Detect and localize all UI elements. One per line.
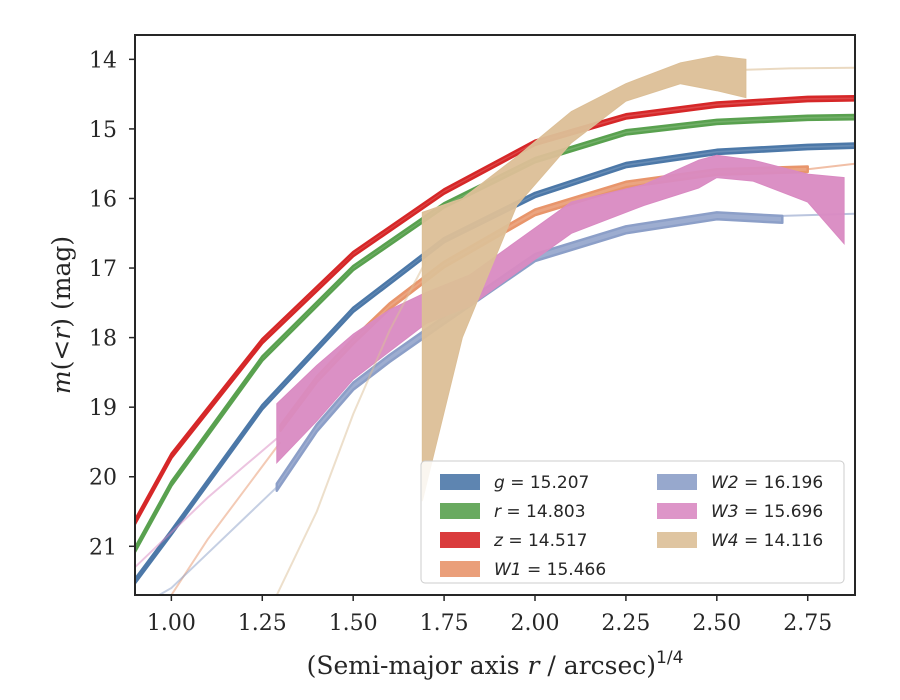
x-axis: 1.00 1.25 1.50 1.75 2.00 2.25 2.50 2.75 (147, 595, 832, 636)
series-6-envelope (421, 55, 747, 502)
series-0 (135, 142, 855, 585)
series-5-faint-line (135, 437, 278, 568)
y-axis-label-lt: < (47, 340, 76, 361)
legend-label-value: = 14.517 (503, 531, 588, 551)
legend-label-6: W4 = 14.116 (711, 531, 823, 551)
series-6 (275, 55, 855, 595)
legend-swatch-6 (657, 532, 697, 548)
x-axis-label-var: r (528, 651, 542, 680)
y-tick-label: 20 (89, 466, 117, 491)
series-1-band (135, 113, 855, 554)
legend-label-value: = 15.696 (739, 502, 824, 522)
legend-label-value: = 14.116 (739, 531, 824, 551)
x-tick-label: 2.50 (692, 611, 741, 636)
x-axis-label-part-c: / arcsec) (539, 651, 656, 680)
series-0-band (135, 142, 855, 585)
y-tick-label: 17 (89, 257, 117, 282)
legend-swatch-5 (657, 503, 697, 519)
y-tick-label: 19 (89, 396, 117, 421)
y-tick-label: 18 (89, 327, 117, 352)
x-tick-label: 1.50 (329, 611, 378, 636)
legend-label-value: = 16.196 (739, 473, 824, 493)
legend-label-symbol: W4 (711, 531, 739, 551)
x-axis-label-exponent: 1/4 (656, 648, 683, 668)
x-tick-label: 2.75 (783, 611, 832, 636)
y-tick-label: 16 (89, 187, 117, 212)
y-tick-label: 14 (89, 48, 117, 73)
x-tick-label: 1.75 (420, 611, 469, 636)
legend-label-symbol: W3 (711, 502, 739, 522)
y-axis-label-r: r (47, 326, 76, 340)
legend-label-symbol: z (493, 531, 504, 551)
y-tick-label: 21 (89, 535, 117, 560)
y-axis: 14 15 16 17 18 19 20 21 (89, 48, 135, 560)
x-tick-label: 2.00 (511, 611, 560, 636)
series-2 (135, 94, 855, 526)
legend-swatch-3 (440, 561, 480, 577)
legend-label-value: = 15.466 (522, 560, 607, 580)
series-2-band (135, 94, 855, 526)
y-axis-label-var: m (47, 370, 76, 394)
plot-content (135, 55, 855, 595)
legend-label-symbol: r (494, 502, 502, 522)
legend-label-4: W2 = 16.196 (711, 473, 823, 493)
legend-label-symbol: g (494, 473, 505, 493)
legend-swatch-0 (440, 474, 480, 490)
legend-swatch-2 (440, 532, 480, 548)
legend-label-symbol: W1 (494, 560, 522, 580)
legend-label-symbol: W2 (711, 473, 739, 493)
plot-frame (134, 34, 856, 596)
x-axis-label: (Semi-major axis r / arcsec)1/4 (307, 648, 684, 680)
legend-label-value: = 15.207 (505, 473, 590, 493)
legend-label-0: g = 15.207 (494, 473, 589, 493)
series-1 (135, 113, 855, 554)
x-axis-label-part-a: (Semi-major axis (307, 651, 528, 680)
y-axis-label-open: ( (47, 361, 76, 371)
legend-swatch-4 (657, 474, 697, 490)
series-3-tail-line (807, 162, 855, 171)
y-axis-label-unit: (mag) (47, 236, 76, 318)
x-tick-label: 1.25 (238, 611, 287, 636)
legend-swatch-1 (440, 503, 480, 519)
series-4-band (275, 211, 784, 492)
legend-label-5: W3 = 15.696 (711, 502, 823, 522)
y-axis-label: m(<r) (mag) (47, 236, 76, 394)
legend-label-value: = 14.803 (501, 502, 586, 522)
y-tick-label: 15 (89, 118, 117, 143)
legend-label-3: W1 = 15.466 (494, 560, 606, 580)
x-tick-label: 1.00 (147, 611, 196, 636)
series-6-tail-line (745, 66, 855, 71)
legend-box (420, 460, 845, 584)
series-3-faint-line (170, 441, 282, 595)
legend-label-1: r = 14.803 (494, 502, 586, 522)
x-tick-label: 2.25 (601, 611, 650, 636)
legend-label-2: z = 14.517 (493, 531, 587, 551)
series-6-faint-line (275, 260, 427, 595)
y-axis-label-close: ) (47, 318, 76, 328)
